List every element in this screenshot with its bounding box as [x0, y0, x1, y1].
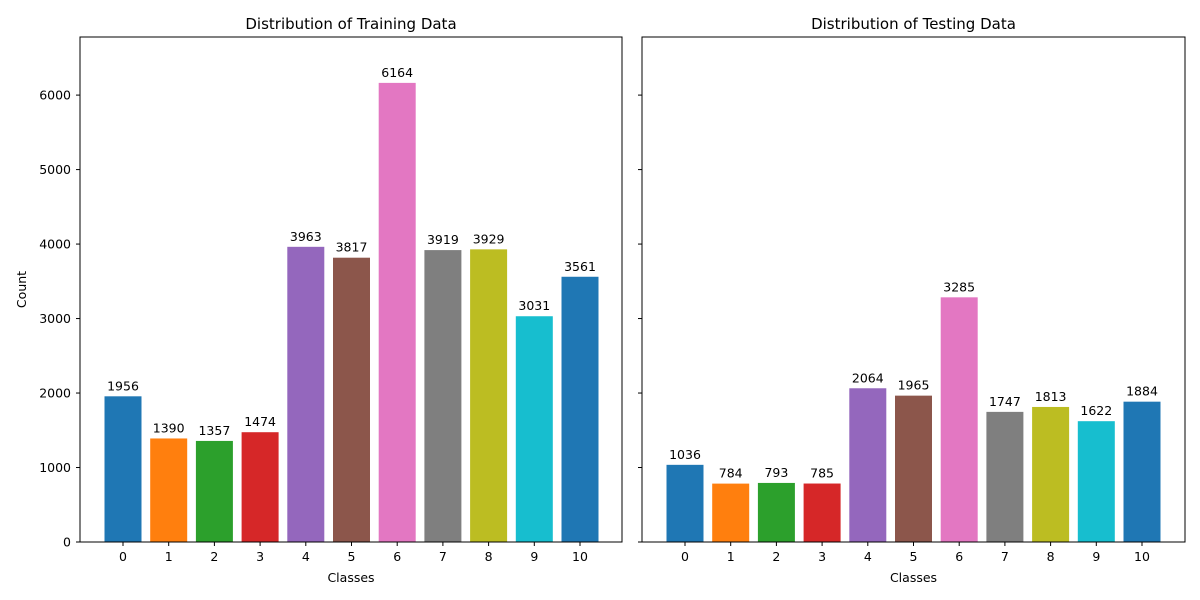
- testing-x-tick-label: 0: [681, 549, 689, 564]
- training-bars: [104, 82, 599, 542]
- testing-x-tick-label: 4: [864, 549, 872, 564]
- training-bar-class-0: [104, 396, 142, 542]
- testing-x-tick-label: 6: [955, 549, 963, 564]
- testing-bar-labels: 1036 784 793 785 2064 1965 3285 1747 1813 1622 188…: [669, 279, 1158, 480]
- training-bar-class-3: [241, 432, 279, 542]
- training-bar-value-label: 1956: [107, 378, 139, 393]
- training-bar-value-label: 3929: [473, 231, 505, 246]
- testing-x-tick-label: 8: [1047, 549, 1055, 564]
- testing-bar-value-label: 784: [719, 466, 743, 481]
- testing-bar-class-8: [1032, 406, 1070, 542]
- training-y-tick-label: 0: [63, 535, 71, 550]
- training-y-tick-label: 4000: [39, 237, 71, 252]
- training-bar-class-9: [515, 316, 553, 542]
- testing-bar-value-label: 1622: [1080, 403, 1112, 418]
- training-bar-class-6: [378, 82, 416, 542]
- testing-bar-value-label: 1965: [898, 378, 930, 393]
- testing-bar-value-label: 785: [810, 466, 834, 481]
- training-bar-value-label: 1474: [244, 414, 276, 429]
- testing-x-axis-ticks: 0 1 2 3 4 5 6 7 8 9 10: [681, 542, 1150, 564]
- training-bar-value-label: 3817: [336, 240, 368, 255]
- training-y-axis-ticks: 0 1000 2000 3000 4000 5000 6000: [39, 88, 80, 550]
- training-x-tick-label: 3: [256, 549, 264, 564]
- testing-x-tick-label: 7: [1001, 549, 1009, 564]
- testing-bar-class-2: [757, 482, 795, 542]
- training-x-tick-label: 1: [165, 549, 173, 564]
- training-bar-class-4: [287, 246, 325, 542]
- testing-plot-frame: [641, 36, 1186, 543]
- training-y-axis-label: Count: [14, 271, 29, 308]
- testing-x-tick-label: 3: [818, 549, 826, 564]
- training-bar-labels: 1956 1390 1357 1474 3963 3817 6164 3919 3929 3031…: [107, 65, 596, 438]
- training-y-tick-label: 5000: [39, 162, 71, 177]
- training-y-tick-label: 2000: [39, 386, 71, 401]
- training-bar-class-2: [195, 440, 233, 542]
- testing-bar-value-label: 3285: [943, 279, 975, 294]
- training-bar-value-label: 3561: [564, 259, 596, 274]
- testing-bar-value-label: 1813: [1035, 389, 1067, 404]
- training-x-tick-label: 5: [348, 549, 356, 564]
- testing-bar-class-3: [803, 483, 841, 542]
- training-bar-value-label: 1357: [198, 423, 230, 438]
- training-y-tick-label: 3000: [39, 311, 71, 326]
- testing-x-tick-label: 5: [910, 549, 918, 564]
- testing-x-tick-label: 10: [1134, 549, 1150, 564]
- testing-bar-class-9: [1077, 421, 1115, 542]
- training-bar-class-5: [333, 257, 370, 542]
- testing-bar-class-0: [666, 464, 704, 542]
- testing-chart-title: Distribution of Testing Data: [811, 15, 1016, 33]
- testing-bar-class-7: [986, 411, 1024, 542]
- testing-x-tick-label: 2: [772, 549, 780, 564]
- training-bar-class-8: [470, 249, 508, 542]
- testing-bar-class-1: [712, 483, 750, 542]
- testing-bar-value-label: 1747: [989, 394, 1021, 409]
- training-bar-value-label: 6164: [381, 65, 413, 80]
- training-y-tick-label: 6000: [39, 88, 71, 103]
- testing-bar-class-6: [940, 297, 978, 542]
- training-x-tick-label: 7: [439, 549, 447, 564]
- training-chart-title: Distribution of Training Data: [245, 15, 456, 33]
- training-x-tick-label: 0: [119, 549, 127, 564]
- training-x-axis-ticks: 0 1 2 3 4 5 6 7 8 9 10: [119, 542, 588, 564]
- training-bar-class-7: [424, 250, 462, 542]
- training-x-tick-label: 4: [302, 549, 310, 564]
- testing-bar-class-10: [1123, 401, 1161, 542]
- testing-x-tick-label: 9: [1092, 549, 1100, 564]
- training-x-tick-label: 2: [210, 549, 218, 564]
- training-x-tick-label: 9: [530, 549, 538, 564]
- training-plot-frame: [79, 36, 623, 543]
- training-y-tick-label: 1000: [39, 460, 71, 475]
- testing-bar-value-label: 2064: [852, 370, 884, 385]
- training-bar-value-label: 3963: [290, 229, 322, 244]
- testing-bar-value-label: 1036: [669, 447, 701, 462]
- training-bar-value-label: 3919: [427, 232, 459, 247]
- training-bar-value-label: 1390: [153, 420, 185, 435]
- training-x-tick-label: 8: [485, 549, 493, 564]
- training-bar-class-1: [150, 438, 188, 542]
- testing-x-axis-label: Classes: [890, 570, 937, 585]
- training-bar-class-10: [561, 276, 599, 542]
- testing-x-tick-label: 1: [727, 549, 735, 564]
- testing-y-axis-ticks: [638, 94, 642, 543]
- testing-bar-class-4: [849, 388, 887, 542]
- training-x-tick-label: 10: [572, 549, 588, 564]
- training-bar-value-label: 3031: [518, 298, 550, 313]
- testing-bar-value-label: 1884: [1126, 384, 1158, 399]
- training-x-axis-label: Classes: [327, 570, 374, 585]
- testing-bars: [666, 297, 1161, 542]
- testing-bar-class-5: [895, 395, 932, 542]
- training-x-tick-label: 6: [393, 549, 401, 564]
- testing-bar-value-label: 793: [764, 465, 788, 480]
